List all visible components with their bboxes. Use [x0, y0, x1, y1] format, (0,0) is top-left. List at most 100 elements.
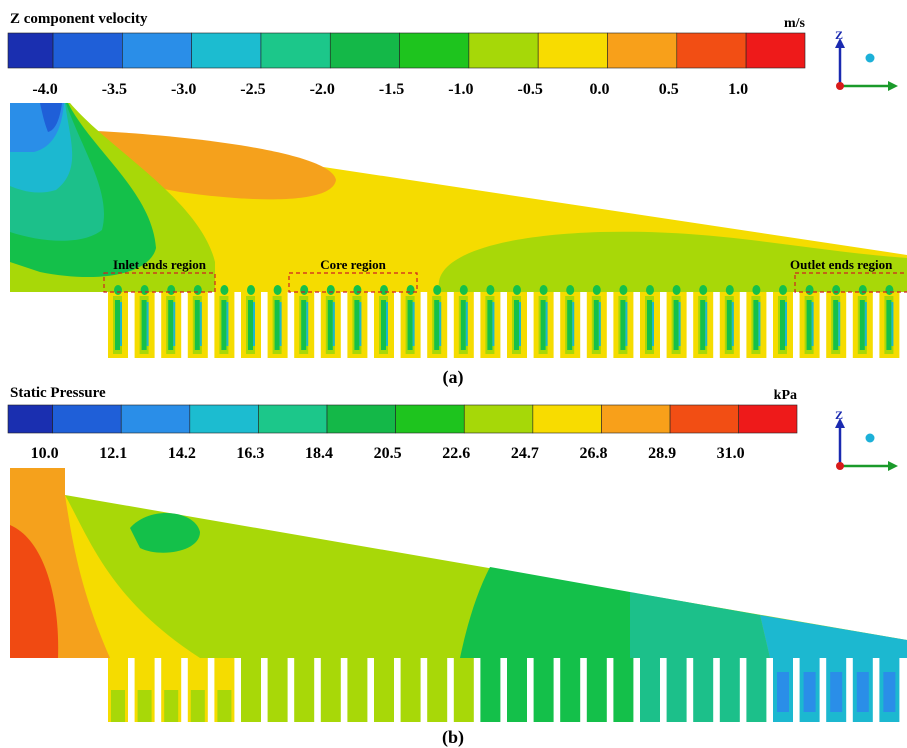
- channel-inlet: [806, 285, 814, 295]
- channel: [454, 658, 474, 722]
- channel-core: [777, 672, 789, 712]
- channel: [268, 658, 288, 722]
- channel-inlet: [380, 285, 388, 295]
- panel-title: Z component velocity: [10, 11, 148, 27]
- channel-core: [674, 300, 679, 350]
- channel: [427, 658, 447, 722]
- channel-wall: [812, 302, 814, 346]
- channel-core: [354, 300, 359, 350]
- channel-wall: [519, 302, 521, 346]
- channel-core: [328, 300, 333, 350]
- channel-core: [753, 300, 758, 350]
- channel-wall: [572, 302, 574, 346]
- channel-wall: [492, 302, 494, 346]
- colorbar-tick-label: 1.0: [728, 81, 748, 98]
- channel-core: [301, 300, 306, 350]
- channel-core: [700, 300, 705, 350]
- channel-inlet: [673, 285, 681, 295]
- caption: (b): [442, 727, 464, 748]
- y-axis-dot: [866, 434, 875, 443]
- pressure-contour: [10, 468, 907, 722]
- colorbar-tick-label: 20.5: [374, 445, 402, 462]
- colorbar-segment: [677, 33, 746, 68]
- channel-wall: [439, 302, 441, 346]
- channel-wall: [253, 302, 255, 346]
- channel: [534, 658, 554, 722]
- colorbar-segment: [121, 405, 190, 433]
- channel-core: [248, 300, 253, 350]
- channel-wall: [705, 302, 707, 346]
- channel-core: [780, 300, 785, 350]
- channel-inlet: [513, 285, 521, 295]
- colorbar-segment: [192, 33, 261, 68]
- channel-core: [142, 300, 147, 350]
- colorbar-segment: [464, 405, 533, 433]
- colorbar-tick-label: 28.9: [648, 445, 676, 462]
- colorbar-tick-label: 10.0: [31, 445, 59, 462]
- channel-inlet: [540, 285, 548, 295]
- colorbar-tick-label: 31.0: [717, 445, 745, 462]
- channel-wall: [546, 302, 548, 346]
- channel-wall: [173, 302, 175, 346]
- colorbar-tick-label: -2.5: [240, 81, 265, 98]
- y-axis-dot: [866, 54, 875, 63]
- colorbar-tick-label: -1.5: [379, 81, 404, 98]
- colorbar-segment: [190, 405, 259, 433]
- channel-inlet: [646, 285, 654, 295]
- channel-inlet: [167, 285, 175, 295]
- colorbar-segment: [601, 405, 670, 433]
- channel: [587, 658, 607, 722]
- colorbar-tick-label: -3.5: [102, 81, 127, 98]
- colorbar-segment: [258, 405, 327, 433]
- channel-core: [191, 690, 205, 722]
- colorbar-tick-label: 12.1: [99, 445, 127, 462]
- channel: [374, 658, 394, 722]
- colorbar-segment: [538, 33, 607, 68]
- channel-wall: [732, 302, 734, 346]
- x-arrow-head: [888, 461, 898, 471]
- channel-inlet: [779, 285, 787, 295]
- colorbar-segment: [670, 405, 739, 433]
- channel-inlet: [300, 285, 308, 295]
- colorbar-segment: [327, 405, 396, 433]
- colorbar-tick-label: 24.7: [511, 445, 539, 462]
- channel-wall: [838, 302, 840, 346]
- channel: [321, 658, 341, 722]
- figure: Z component velocitym/s-4.0-3.5-3.0-2.5-…: [0, 0, 907, 748]
- channel-core: [434, 300, 439, 350]
- origin-dot: [836, 462, 844, 470]
- colorbar-segment: [400, 33, 469, 68]
- unit-label: m/s: [784, 16, 806, 31]
- channel-core: [883, 672, 895, 712]
- channel: [640, 658, 660, 722]
- channel-core: [886, 300, 891, 350]
- colorbar-segment: [330, 33, 399, 68]
- channel-core: [727, 300, 732, 350]
- channel-wall: [466, 302, 468, 346]
- channel-core: [168, 300, 173, 350]
- channel: [294, 658, 314, 722]
- channel-core: [594, 300, 599, 350]
- channel: [507, 658, 527, 722]
- channel-core: [461, 300, 466, 350]
- channel-inlet: [859, 285, 867, 295]
- colorbar-tick-label: 26.8: [579, 445, 607, 462]
- colorbar-segment: [746, 33, 805, 68]
- colorbar-tick-label: 14.2: [168, 445, 196, 462]
- axis-label: Z: [835, 408, 843, 422]
- channel: [746, 658, 766, 722]
- channel-wall: [359, 302, 361, 346]
- channel-inlet: [274, 285, 282, 295]
- channel-core: [620, 300, 625, 350]
- origin-dot: [836, 82, 844, 90]
- channel-inlet: [885, 285, 893, 295]
- channel-core: [138, 690, 152, 722]
- channel-inlet: [593, 285, 601, 295]
- channel-inlet: [752, 285, 760, 295]
- colorbar-tick-label: 0.0: [589, 81, 609, 98]
- channel-inlet: [327, 285, 335, 295]
- colorbar-tick-label: 0.5: [659, 81, 679, 98]
- channel-inlet: [433, 285, 441, 295]
- colorbar-segment: [8, 33, 53, 68]
- contour-region: [630, 592, 770, 658]
